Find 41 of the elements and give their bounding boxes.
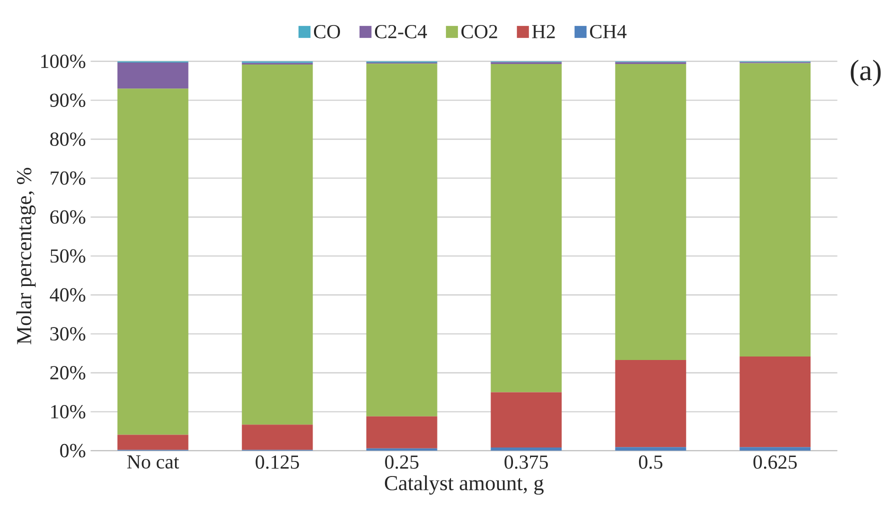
x-tick-label: 0.125 xyxy=(256,455,299,469)
bar xyxy=(366,64,438,416)
bar xyxy=(366,416,438,448)
y-axis-title: Molar percentage, % xyxy=(16,168,36,344)
bar xyxy=(242,64,313,425)
bar xyxy=(117,434,188,450)
bar xyxy=(490,64,562,392)
y-tick-label: 30% xyxy=(50,327,86,341)
bar xyxy=(740,63,811,356)
y-tick-label: 20% xyxy=(50,366,86,380)
bar xyxy=(117,62,188,89)
y-tick-label: 40% xyxy=(50,288,86,302)
y-tick-label: 50% xyxy=(50,249,86,263)
bar xyxy=(615,447,686,451)
x-tick-label: No cat xyxy=(127,455,180,469)
legend-label: CH4 xyxy=(590,25,627,38)
bar xyxy=(615,64,686,360)
y-tick-label: 10% xyxy=(51,404,86,418)
bar xyxy=(490,392,562,448)
x-tick-label: 0.25 xyxy=(385,455,418,469)
x-tick-label: 0.625 xyxy=(753,455,797,469)
bar xyxy=(490,448,562,451)
bar xyxy=(740,447,811,451)
bar xyxy=(117,88,188,435)
y-tick-label: 70% xyxy=(50,171,86,185)
text: (a) xyxy=(850,60,881,86)
x-tick-label: 0.375 xyxy=(504,455,548,469)
legend-label: H2 xyxy=(532,25,555,38)
bar xyxy=(740,356,811,448)
y-tick-label: 100% xyxy=(41,54,86,68)
x-axis-title: Catalyst amount, g xyxy=(384,475,544,495)
y-tick-label: 60% xyxy=(50,210,86,224)
bar xyxy=(242,424,313,450)
legend-label: C2-C4 xyxy=(374,25,427,38)
legend-label: CO xyxy=(314,25,340,38)
x-tick-label: 0.5 xyxy=(638,455,662,469)
y-tick-label: 0% xyxy=(60,444,86,458)
bar xyxy=(615,360,686,448)
y-tick-label: 80% xyxy=(50,132,86,146)
y-tick-label: 90% xyxy=(50,94,86,108)
legend-label: CO2 xyxy=(461,25,498,38)
